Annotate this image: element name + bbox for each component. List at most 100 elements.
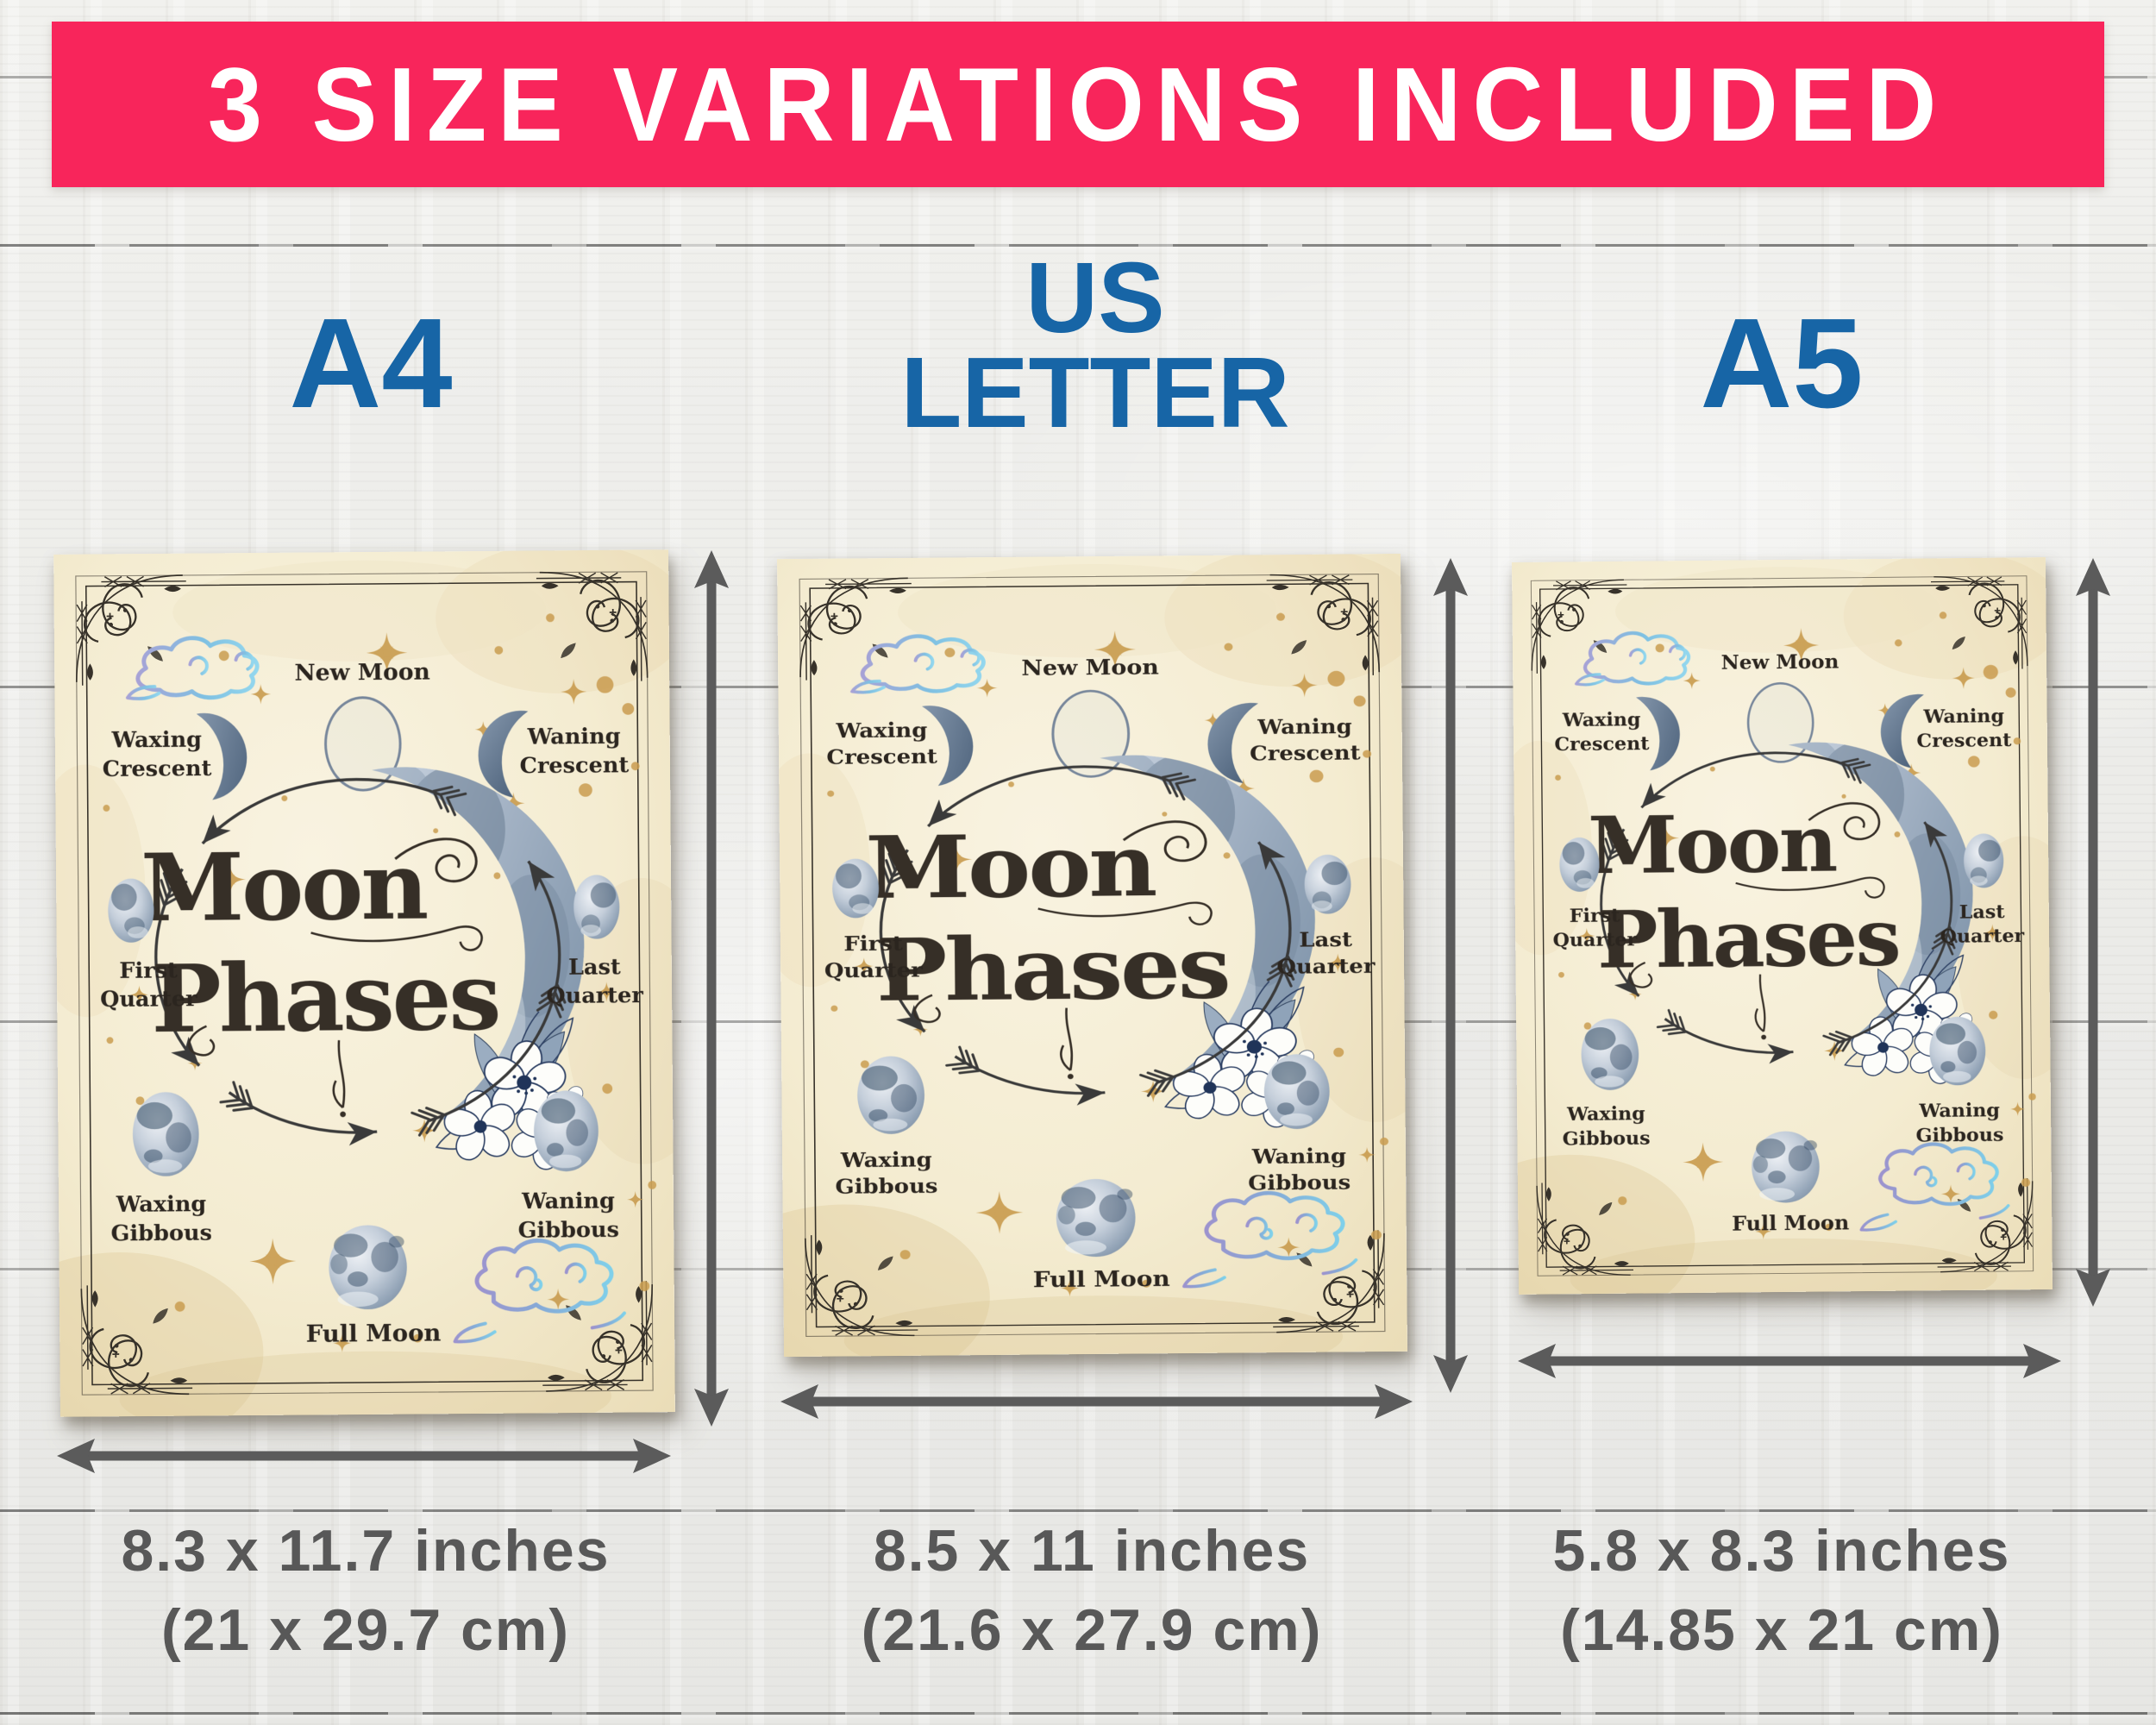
phase-label-waxing-gibbous-2: Gibbous — [111, 1220, 213, 1247]
phase-cycle-arrows — [1597, 751, 1961, 1064]
width-arrow-a4 — [55, 1434, 673, 1477]
title-flourish — [1629, 802, 1885, 1040]
full-moon-icon — [329, 1225, 407, 1310]
phase-label-waxing-crescent-2: Crescent — [826, 744, 937, 769]
phase-label-waning-gibbous-1: Waning — [521, 1189, 615, 1215]
paper-stains — [776, 553, 1408, 1358]
phase-label-new-moon: New Moon — [1721, 651, 1839, 674]
title-flourish — [187, 837, 483, 1118]
height-arrow-a5 — [2071, 556, 2115, 1308]
phase-label-waxing-gibbous-1: Waxing — [116, 1191, 207, 1218]
poster-title-line-2: Phases — [151, 943, 499, 1054]
poster-paper — [776, 553, 1408, 1358]
waning-gibbous-moon-icon — [1929, 1016, 1986, 1086]
poster-title: Moon Phases — [865, 815, 1229, 1080]
waning-gibbous-moon-icon — [534, 1090, 599, 1172]
phase-label-full-moon: Full Moon — [1033, 1266, 1170, 1293]
phase-label-waning-gibbous-2: Gibbous — [1915, 1124, 2003, 1147]
phase-label-last-quarter-2: Quarter — [1940, 925, 2025, 948]
new-moon-icon — [1746, 682, 1814, 763]
poster-title-line-1: Moon — [865, 815, 1156, 919]
waning-crescent-icon — [1880, 693, 1924, 768]
height-arrow-us-letter — [1429, 556, 1472, 1395]
poster-border-inner — [85, 580, 644, 1386]
dimensions-inches-a5: 5.8 x 8.3 inches — [1552, 1518, 2011, 1584]
waxing-gibbous-moon-icon — [132, 1092, 199, 1176]
size-label-us-letter: US LETTER — [900, 242, 1290, 449]
first-quarter-moon-icon — [1559, 837, 1600, 892]
new-moon-icon — [1051, 689, 1131, 778]
cloud-icon-bottom-right — [1859, 1142, 2010, 1232]
cloud-icon-bottom-right — [453, 1239, 626, 1344]
first-quarter-moon-icon — [108, 878, 154, 943]
waxing-gibbous-moon-icon — [857, 1056, 924, 1134]
waxing-crescent-icon — [921, 706, 974, 787]
waxing-crescent-icon — [196, 712, 248, 800]
poster-paper — [53, 549, 675, 1417]
paper-stains — [1511, 557, 2053, 1295]
new-moon-icon — [324, 696, 402, 792]
poster-border-outer — [1530, 575, 2034, 1276]
flower — [1213, 1007, 1297, 1082]
waning-crescent-icon — [478, 711, 529, 798]
plank-seam — [0, 1509, 2156, 1512]
phase-label-last-quarter-1: Last — [1959, 900, 2005, 923]
gold-dots — [103, 613, 657, 1343]
poster-paper — [1511, 557, 2053, 1295]
moon-phases-poster: New Moon Waxing Crescent Waning Crescent — [53, 549, 675, 1417]
waxing-crescent-icon — [1636, 697, 1680, 771]
plank-seam — [0, 1712, 2156, 1715]
phase-label-full-moon: Full Moon — [306, 1320, 442, 1348]
paper-stains — [53, 549, 675, 1417]
phase-label-waning-crescent-1: Waning — [1922, 705, 2004, 728]
phase-label-waxing-crescent-2: Crescent — [103, 756, 212, 782]
phase-label-last-quarter-1: Last — [568, 954, 621, 980]
plank-seam — [0, 244, 2156, 247]
cloud-icon-top-left — [850, 634, 986, 694]
poster-title-line-1: Moon — [141, 832, 427, 943]
phase-label-waxing-crescent-2: Crescent — [1554, 732, 1649, 756]
dimensions-cm-a4: (21 x 29.7 cm) — [160, 1597, 571, 1663]
flower — [1172, 1053, 1245, 1120]
phase-label-waxing-gibbous-1: Waxing — [1566, 1103, 1645, 1126]
poster-preview-a5: New Moon Waxing Crescent Waning Crescent — [1511, 557, 2053, 1295]
phase-label-last-quarter-1: Last — [1299, 927, 1352, 951]
phase-cycle-arrows — [876, 765, 1301, 1106]
phase-label-first-quarter-1: First — [843, 932, 903, 956]
flower — [1851, 1016, 1914, 1076]
phase-label-first-quarter-2: Quarter — [1552, 929, 1637, 952]
phase-label-waning-crescent-1: Waning — [1257, 714, 1352, 738]
width-arrow-us-letter — [779, 1380, 1414, 1423]
waning-gibbous-moon-icon — [1263, 1054, 1330, 1129]
height-arrow-a4 — [690, 549, 733, 1428]
cloud-icon-bottom-right — [1182, 1191, 1358, 1289]
dimensions-inches-us-letter: 8.5 x 11 inches — [873, 1518, 1311, 1584]
cloud-icon-top-left — [126, 636, 260, 701]
last-quarter-moon-icon — [1304, 854, 1351, 914]
poster-border-outer — [75, 571, 654, 1396]
phase-label-first-quarter-1: First — [1570, 905, 1620, 927]
phase-cycle-arrows — [151, 778, 571, 1146]
banner: 3 SIZE VARIATIONS INCLUDED — [52, 22, 2104, 187]
phase-label-waning-crescent-1: Waning — [527, 724, 621, 750]
poster-border-inner — [1539, 584, 2026, 1268]
first-quarter-moon-icon — [832, 858, 879, 919]
dimensions-inches-a4: 8.3 x 11.7 inches — [121, 1518, 611, 1584]
phase-label-first-quarter-2: Quarter — [100, 986, 197, 1013]
full-moon-icon — [1056, 1178, 1136, 1258]
phase-label-waxing-crescent-1: Waxing — [1562, 708, 1641, 731]
moon-phases-poster: New Moon Waxing Crescent Waning Crescent — [776, 553, 1408, 1358]
width-arrow-a5 — [1516, 1339, 2063, 1383]
cloud-icon-top-left — [1575, 631, 1691, 687]
poster-preview-us-letter: New Moon Waxing Crescent Waning Crescent — [776, 553, 1408, 1358]
phase-label-waxing-gibbous-2: Gibbous — [835, 1174, 937, 1199]
poster-title: Moon Phases — [1588, 797, 1899, 1040]
phase-label-new-moon: New Moon — [1021, 656, 1159, 681]
poster-preview-a4: New Moon Waxing Crescent Waning Crescent — [53, 549, 675, 1417]
size-label-a4: A4 — [289, 292, 453, 435]
poster-border-inner — [809, 582, 1376, 1328]
dimensions-cm-a5: (14.85 x 21 cm) — [1560, 1597, 2003, 1663]
phase-label-waning-gibbous-2: Gibbous — [1248, 1170, 1351, 1195]
banner-text: 3 SIZE VARIATIONS INCLUDED — [208, 46, 1948, 163]
